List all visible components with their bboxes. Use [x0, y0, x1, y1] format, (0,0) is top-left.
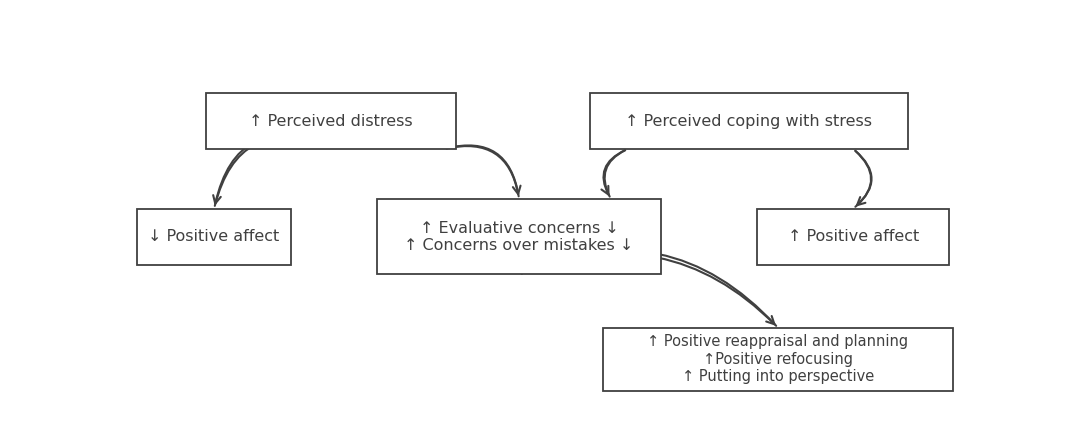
FancyArrowPatch shape — [446, 146, 521, 194]
FancyBboxPatch shape — [590, 93, 908, 149]
Text: ↓ Positive affect: ↓ Positive affect — [149, 229, 280, 244]
FancyArrowPatch shape — [522, 250, 776, 326]
FancyArrowPatch shape — [213, 137, 329, 204]
FancyArrowPatch shape — [446, 145, 519, 196]
FancyBboxPatch shape — [603, 328, 953, 391]
FancyArrowPatch shape — [215, 138, 329, 206]
FancyBboxPatch shape — [377, 199, 661, 274]
FancyBboxPatch shape — [757, 209, 950, 265]
FancyArrowPatch shape — [855, 151, 871, 205]
Text: ↑ Positive reappraisal and planning
↑Positive refocusing
↑ Putting into perspect: ↑ Positive reappraisal and planning ↑Pos… — [648, 335, 909, 384]
Text: ↑ Positive affect: ↑ Positive affect — [788, 229, 918, 244]
Text: ↑ Evaluative concerns ↓
↑ Concerns over mistakes ↓: ↑ Evaluative concerns ↓ ↑ Concerns over … — [404, 221, 634, 253]
FancyArrowPatch shape — [605, 150, 625, 197]
Text: ↑ Perceived distress: ↑ Perceived distress — [249, 114, 413, 129]
FancyBboxPatch shape — [137, 209, 291, 265]
FancyBboxPatch shape — [206, 93, 456, 149]
FancyArrowPatch shape — [602, 150, 625, 194]
FancyArrowPatch shape — [855, 151, 871, 207]
FancyArrowPatch shape — [522, 254, 774, 324]
Text: ↑ Perceived coping with stress: ↑ Perceived coping with stress — [625, 114, 872, 129]
